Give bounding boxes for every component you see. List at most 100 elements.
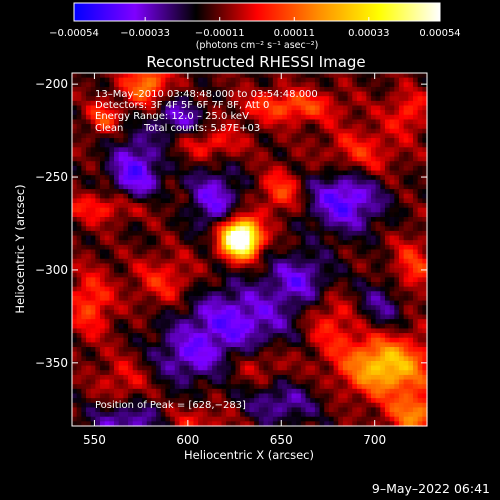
heatmap-cell — [300, 212, 307, 218]
heatmap-cell — [272, 333, 279, 339]
heatmap-cell — [86, 193, 92, 199]
heatmap-cell — [72, 263, 78, 269]
heatmap-cell — [76, 230, 82, 237]
heatmap-cell — [86, 291, 92, 297]
heatmap-cell — [202, 230, 209, 237]
heatmap-cell — [100, 249, 106, 255]
heatmap-cell — [230, 342, 237, 348]
heatmap-cell — [193, 179, 199, 186]
heatmap-cell — [146, 328, 153, 334]
heatmap-cell — [286, 263, 293, 269]
heatmap-cell — [160, 170, 167, 176]
heatmap-cell — [109, 161, 115, 167]
heatmap-cell — [207, 286, 213, 292]
heatmap-cell — [230, 86, 237, 93]
heatmap-cell — [165, 277, 171, 283]
heatmap-cell — [258, 119, 265, 125]
heatmap-cell — [90, 240, 96, 246]
heatmap-cell — [72, 175, 78, 181]
heatmap-cell — [398, 226, 405, 232]
heatmap-cell — [394, 184, 400, 190]
heatmap-cell — [375, 165, 381, 172]
heatmap-cell — [366, 207, 372, 213]
heatmap-cell — [366, 337, 372, 343]
heatmap-cell — [132, 161, 138, 167]
heatmap-cell — [123, 360, 129, 367]
heatmap-cell — [76, 138, 82, 144]
heatmap-cell — [72, 244, 78, 251]
heatmap-cell — [366, 244, 372, 251]
heatmap-cell — [352, 77, 358, 83]
heatmap-cell — [244, 147, 251, 153]
heatmap-cell — [188, 370, 195, 376]
heatmap-cell — [109, 142, 115, 148]
heatmap-cell — [202, 193, 209, 199]
heatmap-cell — [123, 286, 129, 292]
heatmap-cell — [174, 300, 181, 306]
heatmap-cell — [319, 314, 325, 320]
heatmap-cell — [170, 244, 176, 251]
heatmap-cell — [156, 305, 162, 311]
heatmap-cell — [356, 110, 363, 116]
heatmap-cell — [408, 170, 414, 176]
heatmap-cell — [76, 151, 82, 158]
heatmap-cell — [72, 360, 78, 367]
heatmap-cell — [137, 114, 143, 121]
heatmap-cell — [305, 272, 311, 278]
heatmap-cell — [235, 328, 241, 334]
heatmap-cell — [151, 328, 157, 334]
heatmap-cell — [202, 272, 209, 278]
heatmap-cell — [240, 128, 246, 134]
heatmap-cell — [221, 142, 227, 148]
heatmap-cell — [137, 374, 143, 381]
heatmap-cell — [291, 114, 297, 121]
heatmap-cell — [268, 128, 274, 134]
heatmap-cell — [109, 82, 115, 88]
heatmap-cell — [417, 189, 423, 195]
heatmap-cell — [375, 230, 381, 237]
heatmap-cell — [375, 86, 381, 93]
heatmap-cell — [403, 207, 409, 213]
heatmap-cell — [249, 230, 255, 237]
heatmap-cell — [146, 161, 153, 167]
heatmap-cell — [235, 114, 241, 121]
heatmap-cell — [216, 142, 223, 148]
heatmap-cell — [380, 110, 386, 116]
heatmap-cell — [188, 254, 195, 260]
heatmap-cell — [132, 254, 138, 260]
heatmap-cell — [146, 110, 153, 116]
heatmap-cell — [254, 147, 260, 153]
heatmap-cell — [76, 193, 82, 199]
heatmap-cell — [417, 300, 423, 306]
heatmap-cell — [90, 147, 96, 153]
heatmap-cell — [137, 110, 143, 116]
plot-area: 550 600 650 700−200−250−300−350 — [35, 72, 428, 447]
heatmap-cell — [254, 156, 260, 162]
heatmap-cell — [328, 337, 335, 343]
heatmap-cell — [282, 351, 288, 357]
heatmap-cell — [272, 300, 279, 306]
heatmap-cell — [76, 226, 82, 232]
heatmap-cell — [170, 207, 176, 213]
heatmap-cell — [412, 240, 419, 246]
heatmap-cell — [370, 175, 377, 181]
heatmap-cell — [188, 151, 195, 158]
heatmap-cell — [123, 337, 129, 343]
heatmap-cell — [300, 189, 307, 195]
heatmap-cell — [76, 82, 82, 88]
heatmap-cell — [333, 328, 339, 334]
heatmap-cell — [310, 258, 316, 265]
heatmap-cell — [230, 319, 237, 325]
heatmap-cell — [184, 319, 190, 325]
heatmap-cell — [347, 207, 353, 213]
heatmap-cell — [132, 133, 138, 139]
heatmap-cell — [202, 124, 209, 130]
heatmap-cell — [137, 82, 143, 88]
heatmap-cell — [347, 138, 353, 144]
heatmap-cell — [333, 110, 339, 116]
heatmap-cell — [361, 147, 367, 153]
heatmap-cell — [403, 226, 409, 232]
heatmap-cell — [310, 193, 316, 199]
heatmap-cell — [417, 100, 423, 107]
heatmap-cell — [356, 119, 363, 125]
